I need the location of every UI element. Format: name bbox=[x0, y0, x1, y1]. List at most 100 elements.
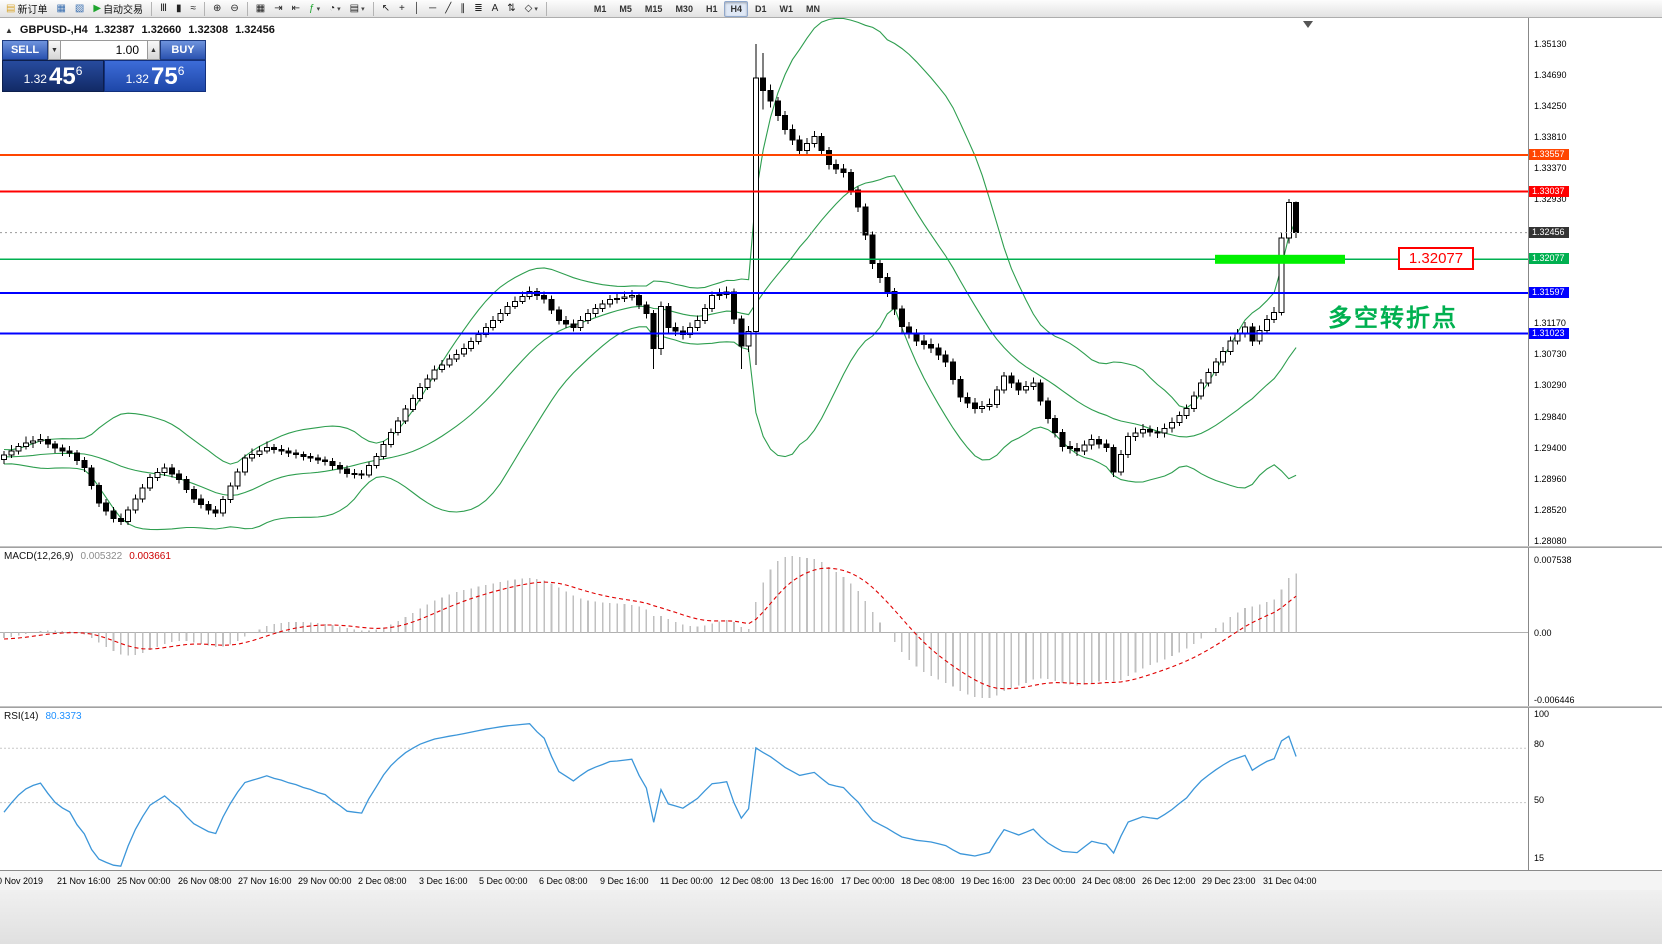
bollinger-bands bbox=[3, 18, 1297, 531]
timeframe-h1-button[interactable]: H1 bbox=[705, 3, 718, 14]
time-axis-label: 25 Nov 00:00 bbox=[117, 876, 171, 886]
macd-panel-canvas[interactable] bbox=[0, 548, 1528, 706]
zoom-out-button[interactable]: ⊖ bbox=[226, 1, 242, 17]
price-scale-tick: 1.30290 bbox=[1534, 380, 1567, 391]
horizontal-lines[interactable] bbox=[0, 154, 1528, 335]
price-scale-tick: 1.35130 bbox=[1534, 39, 1567, 50]
macd-indicator-label: MACD(12,26,9) 0.005322 0.003661 bbox=[4, 551, 171, 562]
toolbar-separator bbox=[246, 1, 248, 16]
toolbar-separator bbox=[545, 1, 547, 16]
tile-windows-button[interactable]: ▦ bbox=[252, 1, 269, 17]
support-highlight-segment[interactable] bbox=[1215, 254, 1345, 264]
rsi-line bbox=[3, 723, 1297, 867]
support-price-label[interactable]: 1.32077 bbox=[1398, 247, 1474, 271]
vertical-line-button[interactable]: │ bbox=[410, 1, 424, 17]
rsi-name: RSI(14) bbox=[4, 711, 39, 722]
volume-input[interactable]: 1.00 bbox=[61, 40, 147, 60]
periods-icon: ◔ bbox=[329, 2, 336, 14]
zoom-in-button[interactable]: ⊕ bbox=[209, 1, 225, 17]
channel-icon: ∥ bbox=[460, 2, 466, 14]
price-scale-flag: 1.31023 bbox=[1529, 327, 1569, 339]
price-scale-flag: 1.33557 bbox=[1529, 148, 1569, 160]
text-icon: A bbox=[491, 2, 499, 14]
time-axis-label: 18 Dec 08:00 bbox=[901, 876, 955, 886]
rsi-scale-label: 15 bbox=[1534, 853, 1545, 863]
chart-shift-marker[interactable] bbox=[1303, 21, 1313, 28]
price-scale-tick: 1.30730 bbox=[1534, 349, 1567, 360]
buy-price-sup: 6 bbox=[177, 64, 185, 78]
buy-price-display[interactable]: 1.32 75 6 bbox=[104, 60, 206, 92]
timeframe-m5-button[interactable]: M5 bbox=[619, 3, 632, 14]
panel-separator[interactable] bbox=[0, 546, 1662, 548]
price-scale-flag: 1.31597 bbox=[1529, 287, 1569, 299]
line-chart-button[interactable]: ≈ bbox=[186, 1, 200, 17]
rsi-panel-canvas[interactable] bbox=[0, 708, 1528, 870]
templates-button[interactable]: ▤ ▾ bbox=[346, 1, 369, 17]
macd-scale-label: 0.00 bbox=[1534, 628, 1552, 638]
charts-window-button[interactable]: ▦ bbox=[52, 1, 69, 17]
profiles-button[interactable]: ▧ bbox=[71, 1, 88, 17]
main-chart-canvas[interactable] bbox=[0, 18, 1528, 546]
charts-window-icon: ▦ bbox=[56, 2, 66, 14]
price-scale[interactable] bbox=[1528, 18, 1662, 870]
toolbar: ▤ 新订单 ▦ ▧ ▶ 自动交易 Ⅲ ▮ ≈ ⊕ ⊖ ▦ ⇥ ⇤ ƒ ▾ ◔ ▾ ▤ ▾ ↖ + │ ─ ╱ ∥ ≣ A ⇅ ◇ ▾ M1 M5… bbox=[0, 0, 1662, 18]
time-axis-label: 2 Dec 08:00 bbox=[358, 876, 407, 886]
symbol-name: GBPUSD-,H4 bbox=[19, 24, 88, 36]
indicators-button[interactable]: ƒ ▾ bbox=[305, 1, 324, 17]
panel-separator[interactable] bbox=[0, 706, 1662, 708]
auto-trading-icon: ▶ bbox=[93, 2, 102, 14]
chart-header: ▲ GBPUSD-,H4 1.32387 1.32660 1.32308 1.3… bbox=[5, 24, 275, 36]
auto-scroll-button[interactable]: ⇥ bbox=[270, 1, 286, 17]
periods-button[interactable]: ◔ ▾ bbox=[325, 1, 345, 17]
fibonacci-icon: ≣ bbox=[474, 2, 483, 14]
sell-button[interactable]: SELL bbox=[2, 40, 48, 60]
cursor-button[interactable]: ↖ bbox=[378, 1, 394, 17]
dropdown-arrow-icon: ▾ bbox=[337, 5, 341, 13]
text-button[interactable]: A bbox=[488, 1, 503, 17]
annotation-text: 多空转折点 bbox=[1328, 305, 1458, 332]
timeframe-m1-button[interactable]: M1 bbox=[593, 3, 607, 14]
arrows-button[interactable]: ⇅ bbox=[503, 1, 519, 17]
dropdown-arrow-icon: ▾ bbox=[361, 5, 365, 13]
price-scale-flag: 1.32077 bbox=[1529, 253, 1569, 265]
timeframe-w1-button[interactable]: W1 bbox=[779, 3, 794, 14]
timeframe-m15-button[interactable]: M15 bbox=[644, 3, 663, 14]
buy-button[interactable]: BUY bbox=[160, 40, 206, 60]
trendline-button[interactable]: ╱ bbox=[441, 1, 455, 17]
chart-shift-button[interactable]: ⇤ bbox=[288, 1, 304, 17]
sell-price-small: 1.32 bbox=[23, 72, 47, 86]
line-chart-icon: ≈ bbox=[190, 2, 196, 14]
volume-increase-button[interactable]: ▲ bbox=[147, 40, 160, 60]
price-scale-tick: 1.34690 bbox=[1534, 70, 1567, 81]
price-scale-tick: 1.28080 bbox=[1534, 536, 1567, 547]
crosshair-button[interactable]: + bbox=[395, 1, 409, 17]
collapse-icon[interactable]: ▲ bbox=[5, 25, 13, 35]
dropdown-arrow-icon: ▾ bbox=[316, 5, 321, 13]
shapes-button[interactable]: ◇ ▾ bbox=[521, 1, 542, 17]
horizontal-line-button[interactable]: ─ bbox=[425, 1, 440, 17]
fibonacci-button[interactable]: ≣ bbox=[470, 1, 486, 17]
toolbar-separator bbox=[203, 1, 205, 16]
sell-price-sup: 6 bbox=[75, 64, 83, 78]
time-axis[interactable]: 20 Nov 2019 21 Nov 16:00 25 Nov 00:00 26 No… bbox=[0, 870, 1662, 890]
timeframe-m30-button[interactable]: M30 bbox=[675, 3, 693, 14]
new-order-button[interactable]: ▤ 新订单 bbox=[2, 1, 51, 17]
volume-decrease-button[interactable]: ▼ bbox=[48, 40, 61, 60]
timeframe-mn-button[interactable]: MN bbox=[806, 3, 820, 14]
bar-chart-icon: Ⅲ bbox=[160, 2, 167, 14]
auto-trading-button[interactable]: ▶ 自动交易 bbox=[89, 1, 147, 17]
timeframe-d1-button[interactable]: D1 bbox=[754, 3, 767, 14]
dropdown-arrow-icon: ▾ bbox=[534, 5, 538, 13]
channel-button[interactable]: ∥ bbox=[456, 1, 469, 17]
time-axis-label: 29 Nov 00:00 bbox=[298, 876, 352, 886]
templates-icon: ▤ bbox=[349, 2, 360, 14]
bar-chart-button[interactable]: Ⅲ bbox=[156, 1, 171, 17]
timeframe-h4-button[interactable]: H4 bbox=[724, 0, 748, 17]
one-click-trading-panel: SELL ▼ 1.00 ▲ BUY 1.32 45 6 1.32 75 6 bbox=[2, 40, 206, 92]
candlestick-chart-button[interactable]: ▮ bbox=[172, 1, 186, 17]
horizontal-line-icon: ─ bbox=[429, 2, 437, 14]
rsi-scale-label: 100 bbox=[1534, 709, 1550, 719]
sell-price-display[interactable]: 1.32 45 6 bbox=[2, 60, 104, 92]
chart-shift-icon: ⇤ bbox=[291, 2, 300, 14]
